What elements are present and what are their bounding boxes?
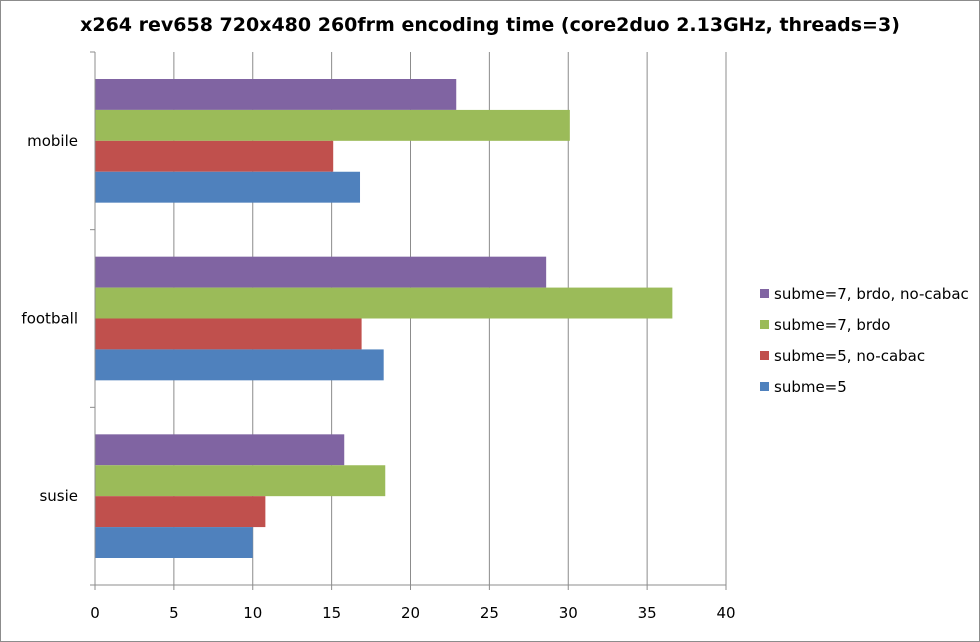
legend-swatch: [760, 351, 769, 360]
bar: [95, 109, 570, 141]
x-tick-label: 5: [169, 604, 179, 622]
x-tick-label: 30: [559, 604, 578, 622]
x-tick-label: 40: [716, 604, 735, 622]
bar: [95, 287, 673, 319]
bar: [95, 140, 334, 172]
x-tick-label: 10: [243, 604, 262, 622]
legend-label: subme=5, no-cabac: [774, 347, 925, 365]
bar: [95, 465, 386, 497]
category-label: football: [21, 310, 78, 328]
bar: [95, 171, 361, 203]
x-tick-label: 35: [638, 604, 657, 622]
legend-label: subme=5: [774, 378, 847, 396]
legend-label: subme=7, brdo, no-cabac: [774, 285, 969, 303]
bars: [95, 79, 673, 558]
legend-swatch: [760, 382, 769, 391]
bar: [95, 527, 253, 558]
bar: [95, 349, 384, 381]
category-label: mobile: [27, 132, 78, 150]
legend-label: subme=7, brdo: [774, 316, 890, 334]
axes: 0 5 10 15 20 25 30 35 40 mobile football susie: [21, 51, 736, 622]
bar: [95, 318, 362, 350]
legend: subme=7, brdo, no-cabac subme=7, brdo subm…: [760, 285, 969, 396]
x-tick-label: 0: [90, 604, 100, 622]
bar: [95, 434, 345, 466]
x-tick-label: 25: [480, 604, 499, 622]
x-tick-label: 20: [401, 604, 420, 622]
bar: [95, 496, 266, 528]
category-label: susie: [39, 487, 78, 505]
legend-swatch: [760, 289, 769, 298]
chart-title: x264 rev658 720x480 260frm encoding time…: [80, 14, 900, 36]
x-tick-label: 15: [322, 604, 341, 622]
legend-swatch: [760, 320, 769, 329]
bar: [95, 256, 547, 288]
bar: [95, 79, 457, 110]
